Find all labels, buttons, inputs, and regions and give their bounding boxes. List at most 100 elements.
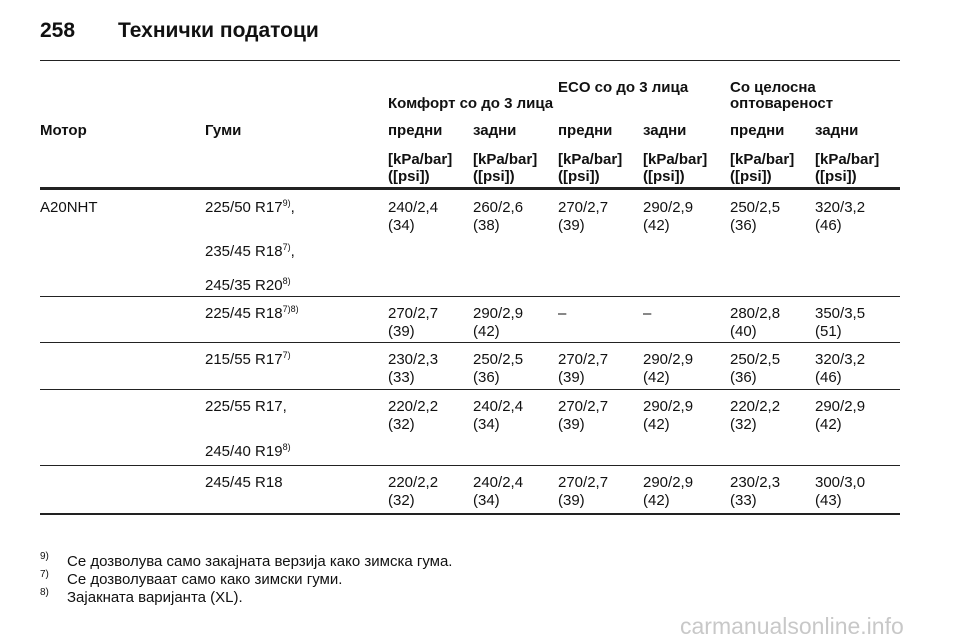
footnote-text: Се дозволуваат само како зимски гуми. bbox=[67, 571, 343, 588]
pressure: 290/2,9 bbox=[643, 474, 694, 491]
pressure: 320/3,2 bbox=[815, 351, 866, 368]
pressure: 240/2,4 bbox=[473, 398, 524, 415]
tire-text: 225/50 R17 bbox=[205, 199, 283, 216]
pressure: (36) bbox=[730, 217, 757, 234]
unit: ([psi]) bbox=[643, 168, 685, 185]
pressure: (42) bbox=[643, 416, 670, 433]
pressure: (34) bbox=[388, 217, 415, 234]
footnote-text: Зајакната варијанта (XL). bbox=[67, 589, 243, 606]
pressure: 230/2,3 bbox=[730, 474, 781, 491]
tire-size: 225/50 R179), bbox=[205, 199, 295, 217]
pressure: (34) bbox=[473, 416, 500, 433]
footnote-ref: 9) bbox=[282, 198, 291, 208]
pressure: (43) bbox=[815, 492, 842, 509]
group-header: Со целосна bbox=[730, 79, 816, 96]
unit: [kPa/bar] bbox=[643, 151, 708, 168]
rule bbox=[40, 513, 900, 515]
rule bbox=[40, 187, 900, 190]
pressure: (42) bbox=[815, 416, 842, 433]
pressure: (39) bbox=[558, 492, 585, 509]
rule bbox=[40, 342, 900, 343]
pressure: 250/2,5 bbox=[730, 351, 781, 368]
column-header: Гуми bbox=[205, 122, 242, 139]
pressure: (46) bbox=[815, 369, 842, 386]
pressure: (46) bbox=[815, 217, 842, 234]
pressure: 250/2,5 bbox=[730, 199, 781, 216]
pressure: 220/2,2 bbox=[388, 398, 439, 415]
unit: ([psi]) bbox=[473, 168, 515, 185]
footnote-ref: 7)8) bbox=[282, 304, 299, 314]
pressure: (38) bbox=[473, 217, 500, 234]
footnote-mark: 9) bbox=[40, 551, 49, 562]
column-header: предни bbox=[730, 122, 785, 139]
tire-size: 225/45 R187)8) bbox=[205, 305, 299, 323]
pressure: 240/2,4 bbox=[388, 199, 439, 216]
pressure: (42) bbox=[643, 217, 670, 234]
tire-text: 225/55 R17 bbox=[205, 398, 283, 415]
pressure: (32) bbox=[730, 416, 757, 433]
pressure: 220/2,2 bbox=[388, 474, 439, 491]
pressure: 270/2,7 bbox=[558, 398, 609, 415]
pressure: (42) bbox=[643, 492, 670, 509]
pressure: 260/2,6 bbox=[473, 199, 524, 216]
pressure: (33) bbox=[730, 492, 757, 509]
tire-size: 245/40 R198) bbox=[205, 443, 291, 461]
pressure: 290/2,9 bbox=[643, 199, 694, 216]
footnote-ref: 7) bbox=[282, 242, 291, 252]
footnote-mark: 7) bbox=[40, 569, 49, 580]
pressure: (32) bbox=[388, 416, 415, 433]
column-header: Мотор bbox=[40, 122, 87, 139]
column-header: предни bbox=[558, 122, 613, 139]
unit: [kPa/bar] bbox=[388, 151, 453, 168]
unit: [kPa/bar] bbox=[473, 151, 538, 168]
tire-text: 235/45 R18 bbox=[205, 243, 283, 260]
column-header: задни bbox=[473, 122, 517, 139]
page-title: Технички податоци bbox=[118, 19, 319, 42]
pressure: 240/2,4 bbox=[473, 474, 524, 491]
tire-text: 225/45 R18 bbox=[205, 305, 283, 322]
group-header: оптовареност bbox=[730, 95, 834, 112]
pressure: 270/2,7 bbox=[558, 474, 609, 491]
pressure: 220/2,2 bbox=[730, 398, 781, 415]
pressure: (36) bbox=[473, 369, 500, 386]
tire-text: 245/45 R18 bbox=[205, 474, 283, 491]
tire-size: 215/55 R177) bbox=[205, 351, 291, 369]
tire-size: 225/55 R17, bbox=[205, 398, 287, 416]
rule bbox=[40, 296, 900, 297]
unit: ([psi]) bbox=[815, 168, 857, 185]
pressure: 290/2,9 bbox=[473, 305, 524, 322]
unit: ([psi]) bbox=[730, 168, 772, 185]
pressure: 280/2,8 bbox=[730, 305, 781, 322]
group-header: Комфорт со до 3 лица bbox=[388, 95, 554, 112]
tire-suffix: , bbox=[290, 243, 295, 260]
pressure: (34) bbox=[473, 492, 500, 509]
footnote-text: Се дозволува само закајната верзија како… bbox=[67, 553, 453, 570]
pressure: 290/2,9 bbox=[643, 351, 694, 368]
pressure: (42) bbox=[643, 369, 670, 386]
unit: [kPa/bar] bbox=[730, 151, 795, 168]
unit: ([psi]) bbox=[388, 168, 430, 185]
footnote-ref: 7) bbox=[282, 350, 291, 360]
column-header: задни bbox=[815, 122, 859, 139]
pressure: 350/3,5 bbox=[815, 305, 866, 322]
tire-suffix: , bbox=[282, 398, 287, 415]
pressure: 230/2,3 bbox=[388, 351, 439, 368]
tire-size: 235/45 R187), bbox=[205, 243, 295, 261]
footnote-mark: 8) bbox=[40, 587, 49, 598]
pressure: (39) bbox=[558, 369, 585, 386]
unit: ([psi]) bbox=[558, 168, 600, 185]
column-header: предни bbox=[388, 122, 443, 139]
group-header: ECO со до 3 лица bbox=[558, 79, 689, 96]
tire-text: 245/35 R20 bbox=[205, 277, 283, 294]
unit: [kPa/bar] bbox=[815, 151, 880, 168]
engine: A20NHT bbox=[40, 199, 98, 216]
pressure: (51) bbox=[815, 323, 842, 340]
footnote-ref: 8) bbox=[282, 276, 291, 286]
column-header: задни bbox=[643, 122, 687, 139]
tire-text: 245/40 R19 bbox=[205, 443, 283, 460]
tire-suffix: , bbox=[290, 199, 295, 216]
rule bbox=[40, 465, 900, 466]
pressure: (39) bbox=[558, 416, 585, 433]
pressure: (39) bbox=[558, 217, 585, 234]
